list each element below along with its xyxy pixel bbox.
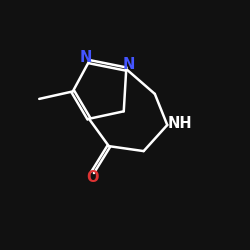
Text: N: N <box>80 50 92 65</box>
Text: NH: NH <box>168 116 192 131</box>
Text: O: O <box>86 170 99 185</box>
Text: N: N <box>123 56 136 72</box>
